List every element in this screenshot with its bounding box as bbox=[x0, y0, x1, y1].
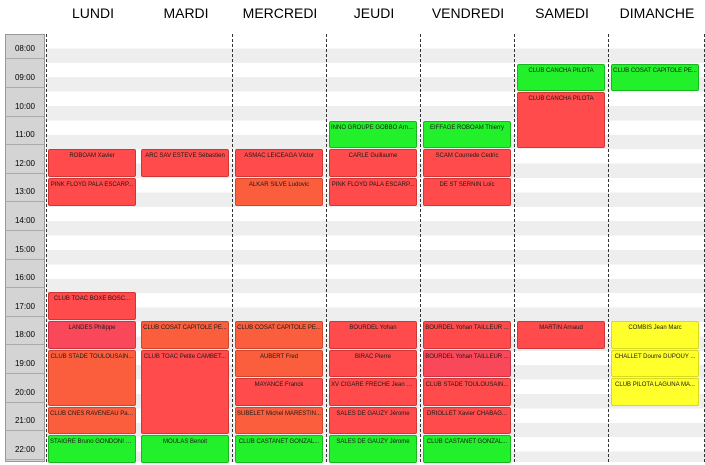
calendar-event[interactable]: MARTIN Arnaud bbox=[517, 321, 605, 349]
calendar-event[interactable]: AUBERT Fred bbox=[235, 349, 323, 378]
calendar-event[interactable]: XV CIGARE FRECHE Jean Fr... bbox=[329, 378, 417, 406]
calendar-event[interactable]: CLUB CANCHA PILOTA bbox=[517, 92, 605, 149]
calendar-event[interactable]: CLUB COSAT CAPITOLE PE... bbox=[611, 63, 699, 92]
calendar-event[interactable]: COMBIS Jean Marc bbox=[611, 321, 699, 349]
time-gridline bbox=[6, 344, 44, 346]
calendar-event[interactable]: CLUB CASTANET GONZAL... bbox=[423, 435, 511, 463]
calendar-event[interactable]: STAIGRE Bruno GONDONI N... bbox=[48, 435, 136, 463]
calendar-event[interactable]: INNO GROUPE GOBBO Arnaud bbox=[329, 120, 417, 149]
time-label: 21:00 bbox=[14, 416, 36, 426]
time-gridline bbox=[6, 458, 44, 460]
time-gridline bbox=[6, 430, 44, 432]
time-gridline bbox=[6, 258, 44, 260]
time-label: 12:00 bbox=[14, 158, 36, 168]
day-header-jeudi: JEUDI bbox=[353, 5, 395, 21]
day-header-lundi: LUNDI bbox=[71, 5, 114, 21]
time-gridline bbox=[6, 115, 44, 117]
calendar-event[interactable]: BOURDEL Yohan bbox=[329, 321, 417, 349]
time-label: 17:00 bbox=[14, 301, 36, 311]
time-label: 20:00 bbox=[14, 387, 36, 397]
time-label: 22:00 bbox=[14, 444, 36, 454]
time-label: 09:00 bbox=[14, 72, 36, 82]
calendar-event[interactable]: SUBELET Michel MARESTIN... bbox=[235, 406, 323, 435]
time-gridline bbox=[6, 287, 44, 289]
calendar-event[interactable]: BIRAC Pierre bbox=[329, 349, 417, 378]
calendar-event[interactable]: MOULAS Benoit bbox=[141, 435, 229, 463]
calendar-event[interactable]: CLUB TOAC BOXE BOSC... bbox=[48, 292, 136, 320]
calendar-event[interactable]: ALKAR SILVE Ludovic bbox=[235, 178, 323, 206]
day-header-vendredi: VENDREDI bbox=[431, 5, 505, 21]
calendar-event[interactable]: CHALLET Dourre DUPOUY ... bbox=[611, 349, 699, 378]
time-gridline bbox=[6, 172, 44, 174]
time-label: 15:00 bbox=[14, 244, 36, 254]
calendar-event[interactable]: EIFFAGE ROBOAM Thierry bbox=[423, 120, 511, 149]
calendar-event[interactable]: SCAM Courrede Cedric bbox=[423, 149, 511, 177]
time-gridline bbox=[6, 372, 44, 374]
day-header-mercredi: MERCREDI bbox=[242, 5, 318, 21]
calendar-event[interactable]: MAYANCE Franck bbox=[235, 378, 323, 406]
time-gridline bbox=[6, 86, 44, 88]
calendar-event[interactable]: ASMAC LEICEAGA Victor bbox=[235, 149, 323, 177]
time-gridline bbox=[6, 401, 44, 403]
calendar-event[interactable]: CLUB STADE TOULOUSAIN... bbox=[48, 349, 136, 406]
calendar-event[interactable]: BOURDEL Yohan TAILLEUR ... bbox=[423, 321, 511, 349]
calendar-event[interactable]: CLUB STADE TOULOUSAIN... bbox=[423, 378, 511, 406]
calendar-event[interactable]: CLUB CANCHA PILOTA bbox=[517, 63, 605, 92]
calendar-event[interactable]: CLUB COSAT CAPITOLE PE... bbox=[141, 321, 229, 349]
calendar-event[interactable]: CLUB COSAT CAPITOLE PE... bbox=[235, 321, 323, 349]
time-label: 16:00 bbox=[14, 273, 36, 283]
calendar-event[interactable]: CLUB CNES RAVENEAU Pat... bbox=[48, 406, 136, 435]
calendar-event[interactable]: SALES DE GAUZY Jérome bbox=[329, 406, 417, 435]
calendar-event[interactable]: LANDES Philippe bbox=[48, 321, 136, 349]
calendar-event[interactable]: CARLE Guillaume bbox=[329, 149, 417, 177]
time-label: 11:00 bbox=[15, 130, 35, 140]
time-label: 18:00 bbox=[14, 330, 36, 340]
day-header-samedi: SAMEDI bbox=[535, 5, 589, 21]
time-label: 13:00 bbox=[14, 187, 36, 197]
time-gridline bbox=[6, 201, 44, 203]
calendar-event[interactable]: ARC SAV ESTEVE Sébastien bbox=[141, 149, 229, 177]
time-label: 10:00 bbox=[14, 101, 36, 111]
day-header-dimanche: DIMANCHE bbox=[619, 5, 695, 21]
calendar-event[interactable]: PINK FLOYD PALA ESCARP... bbox=[329, 178, 417, 206]
time-gridline bbox=[6, 315, 44, 317]
calendar-event[interactable]: CLUB PILOTA LAGUNA MA... bbox=[611, 378, 699, 406]
calendar-event[interactable]: BOURDEL Yohan TAILLEUR ... bbox=[423, 349, 511, 378]
time-column: 08:00 09:00 10:00 11:00 12:00 13:00 14:00 15:00… bbox=[5, 34, 45, 462]
time-label: 19:00 bbox=[14, 358, 36, 368]
time-gridline bbox=[6, 144, 44, 146]
time-label: 14:00 bbox=[14, 215, 36, 225]
time-gridline bbox=[6, 229, 44, 231]
time-label: 08:00 bbox=[14, 44, 36, 54]
calendar-event[interactable]: CLUB TOAC Petite CAMBET... bbox=[141, 349, 229, 435]
calendar-event[interactable]: SALES DE GAUZY Jérome bbox=[329, 435, 417, 463]
calendar-event[interactable]: DE ST SERNIN Loïc bbox=[423, 178, 511, 206]
time-gridline bbox=[6, 58, 44, 60]
day-header-mardi: MARDI bbox=[163, 5, 209, 21]
calendar-event[interactable]: DRIOLLET Xavier CHABAG... bbox=[423, 406, 511, 435]
calendar-event[interactable]: CLUB CASTANET GONZAL... bbox=[235, 435, 323, 463]
calendar-event[interactable]: ROBOAM Xavier bbox=[48, 149, 136, 177]
calendar-event[interactable]: PINK FLOYD PALA ESCARP... bbox=[48, 178, 136, 206]
